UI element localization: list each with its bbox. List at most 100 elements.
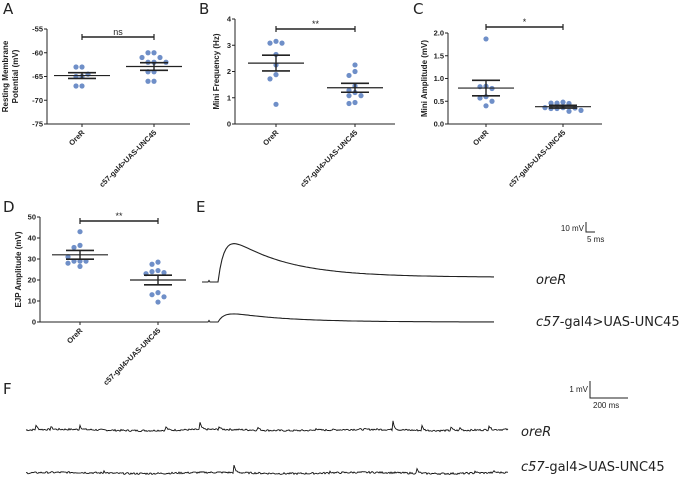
y-tick-label: 10 — [28, 297, 36, 306]
y-tick-label: 0.5 — [434, 97, 444, 106]
data-point — [542, 105, 548, 111]
data-point — [149, 292, 155, 298]
significance-bracket: * — [485, 17, 564, 30]
trace-label-orer: oreR — [536, 273, 566, 288]
series-c57-unc45 — [327, 62, 383, 107]
data-point — [77, 229, 83, 235]
ejp-trace-orer — [202, 243, 494, 283]
y-tick-label: 50 — [28, 213, 36, 222]
scale-bar-y-label: 1 mV — [569, 385, 588, 394]
y-tick-label: 0 — [227, 120, 231, 129]
data-point — [155, 290, 161, 296]
data-point — [65, 260, 71, 266]
data-point — [139, 54, 145, 61]
data-point — [155, 267, 161, 274]
data-point — [566, 108, 572, 114]
y-tick-label: 1.5 — [434, 51, 444, 60]
data-point — [77, 242, 83, 248]
data-point — [161, 294, 167, 300]
data-point — [489, 98, 495, 104]
y-tick-label: 0 — [32, 318, 36, 327]
x-category-label: c57-gal4>UAS-UNC45 — [97, 128, 158, 189]
y-tick-label: 20 — [28, 276, 36, 285]
y-axis-label: Mini Amplitude (mV) — [420, 40, 429, 117]
data-point — [267, 40, 273, 46]
scatter-plots: -55 -60 -65 -70 -75 Resting Membrane Potential… — [1, 15, 602, 387]
data-point — [578, 107, 584, 113]
ejp-trace-c57-unc45 — [202, 313, 494, 323]
y-tick-label: 30 — [28, 255, 36, 264]
y-tick-label: -75 — [32, 120, 43, 129]
significance-label: ** — [312, 19, 320, 29]
data-point — [149, 269, 155, 275]
data-point — [548, 100, 554, 106]
y-tick-label: 2.0 — [434, 29, 444, 38]
panel-letter-b: B — [199, 0, 209, 18]
panel-letter-e: E — [196, 198, 205, 216]
trace-label-rest: -gal4>UAS-UNC45 — [560, 315, 680, 330]
panel-letter-d: D — [3, 198, 15, 216]
data-point — [346, 72, 352, 79]
scale-bar-y-label: 10 mV — [561, 224, 585, 233]
data-point — [79, 64, 85, 70]
y-axis-label: EJP Amplitude (mV) — [14, 231, 23, 307]
series-c57-unc45 — [130, 259, 186, 305]
trace-label-c57-unc45: c57-gal4>UAS-UNC45 — [536, 315, 680, 330]
x-category-label: c57-gal4>UAS-UNC45 — [298, 128, 359, 189]
data-point — [560, 99, 566, 105]
data-point — [65, 254, 71, 260]
data-point — [346, 100, 352, 107]
trace-label-rest: -gal4>UAS-UNC45 — [545, 460, 665, 475]
trace-label-orer: oreR — [521, 425, 551, 440]
trace-label-c57-unc45: c57-gal4>UAS-UNC45 — [521, 460, 665, 475]
data-point — [161, 270, 167, 276]
y-tick-label: -70 — [32, 96, 43, 105]
trace-label-italic: oreR — [536, 273, 566, 288]
y-tick-label: -65 — [32, 72, 43, 81]
series-orer — [54, 64, 110, 89]
trace-label-italic: c57 — [521, 460, 545, 475]
data-point — [352, 62, 358, 68]
data-point — [267, 76, 273, 82]
scale-bar-x-label: 200 ms — [593, 401, 619, 410]
panel-f-mini-traces: oreR c57-gal4>UAS-UNC45 1 mV 200 ms — [25, 381, 665, 476]
y-tick-label: 1.0 — [434, 74, 444, 83]
x-category-label: c57-gal4>UAS-UNC45 — [506, 128, 567, 189]
trace-label-italic: oreR — [521, 425, 551, 440]
series-c57-unc45 — [535, 99, 591, 114]
data-point — [145, 78, 151, 84]
series-orer — [52, 229, 108, 269]
significance-bracket: ** — [79, 211, 159, 224]
data-point — [273, 101, 279, 107]
data-point — [145, 50, 151, 56]
scale-bar: 1 mV 200 ms — [569, 381, 628, 410]
data-point — [155, 299, 161, 305]
panel-e-ejp-traces: oreR c57-gal4>UAS-UNC45 10 mV5 ms — [202, 222, 680, 330]
data-point — [279, 40, 285, 46]
significance-bracket: ** — [275, 19, 356, 32]
data-point — [554, 100, 560, 106]
data-point — [273, 38, 279, 44]
x-category-label: OreR — [261, 128, 281, 148]
panel-letter-c: C — [413, 0, 423, 18]
panel-c-plot: 0.0 0.5 1.0 1.5 2.0 Mini Amplitude (mV) OreR c5… — [420, 17, 602, 189]
data-point — [352, 68, 358, 75]
significance-label: ** — [115, 211, 123, 221]
data-point — [346, 93, 352, 99]
y-axis-label: Resting Membrane — [1, 40, 10, 112]
data-point — [77, 263, 83, 269]
data-point — [151, 50, 157, 56]
series-c57-unc45 — [126, 50, 182, 84]
scale-bar-lines — [589, 381, 628, 399]
trace-label-italic: c57 — [536, 315, 560, 330]
data-point — [358, 93, 364, 99]
scale-bar-lines — [585, 222, 595, 233]
data-point — [71, 244, 77, 251]
panel-b-plot: 0 1 2 3 4 Mini Frequency (Hz) OreR c57-gal4>UAS… — [212, 15, 395, 189]
data-point — [73, 83, 79, 89]
x-category-label: OreR — [471, 128, 491, 148]
y-tick-label: 4 — [227, 15, 232, 24]
y-tick-label: 0.0 — [434, 120, 444, 129]
data-point — [151, 78, 157, 84]
